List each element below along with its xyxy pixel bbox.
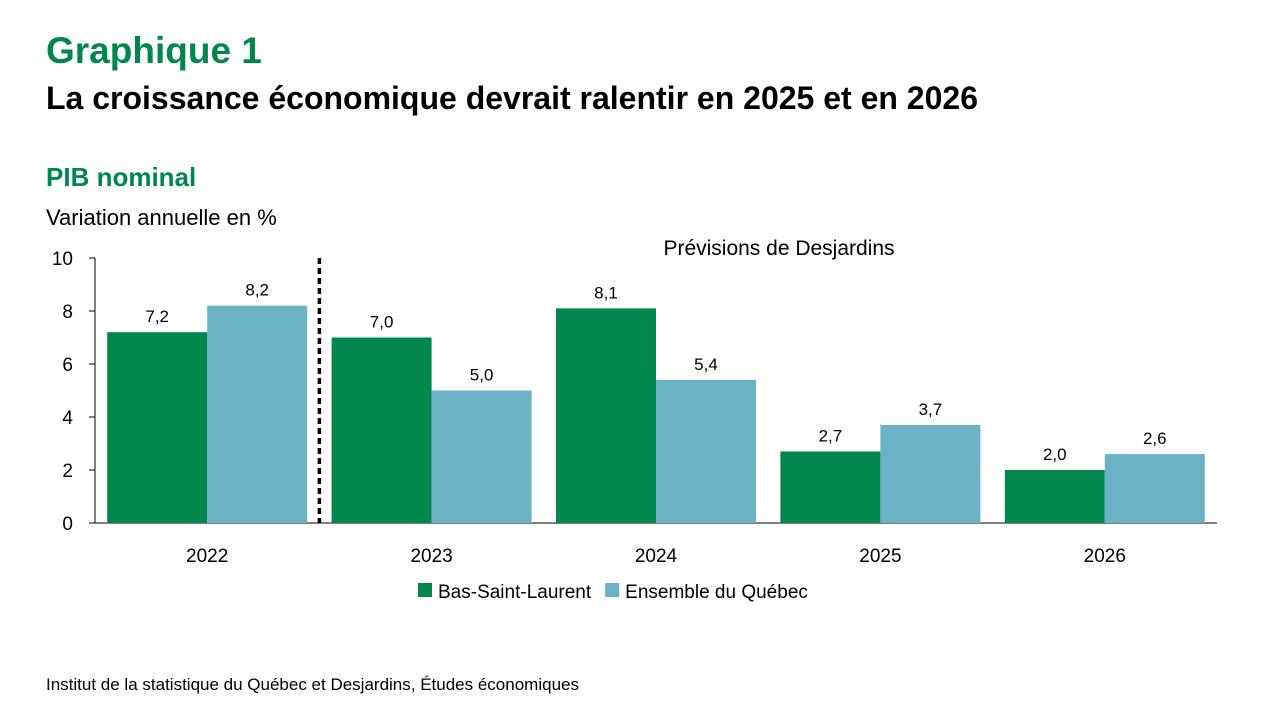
x-tick-label: 2023 (410, 546, 452, 567)
y-tick-label: 0 (62, 514, 73, 535)
chart-subtitle: PIB nominal (46, 162, 197, 192)
y-tick-label: 8 (62, 302, 73, 323)
data-label: 5,0 (470, 366, 494, 385)
x-tick-label: 2022 (186, 546, 228, 567)
x-tick-label: 2026 (1084, 546, 1126, 567)
data-label: 8,2 (245, 281, 269, 300)
legend-swatch (418, 583, 432, 597)
bar (107, 332, 208, 523)
y-axis-label: Variation annuelle en % (46, 205, 277, 230)
x-tick-label: 2024 (635, 546, 678, 567)
data-label: 8,1 (594, 283, 618, 302)
bar (656, 379, 756, 523)
bar (1104, 454, 1205, 523)
bar (880, 424, 981, 523)
data-label: 3,7 (919, 400, 943, 419)
legend-label: Ensemble du Québec (625, 582, 808, 603)
bar (431, 390, 532, 523)
legend-label: Bas-Saint-Laurent (438, 582, 592, 603)
x-tick-label: 2025 (859, 546, 901, 567)
y-tick-label: 10 (52, 249, 73, 270)
forecast-annotation: Prévisions de Desjardins (663, 237, 894, 260)
graph-number: Graphique 1 (46, 30, 262, 71)
y-tick-label: 4 (62, 408, 73, 429)
data-label: 2,7 (819, 426, 843, 445)
bar (207, 305, 308, 523)
data-label: 7,2 (145, 307, 169, 326)
legend-swatch (605, 583, 620, 597)
bar (780, 451, 881, 523)
bar (556, 308, 656, 523)
y-tick-label: 6 (62, 355, 73, 376)
data-label: 7,0 (370, 313, 394, 332)
data-label: 2,6 (1143, 429, 1167, 448)
data-label: 2,0 (1043, 445, 1067, 464)
chart-title: La croissance économique devrait ralenti… (46, 80, 978, 116)
y-tick-label: 2 (62, 461, 73, 482)
bar (331, 337, 432, 523)
bar (1004, 470, 1105, 523)
source-note: Institut de la statistique du Québec et … (46, 675, 579, 694)
data-label: 5,4 (694, 355, 718, 374)
